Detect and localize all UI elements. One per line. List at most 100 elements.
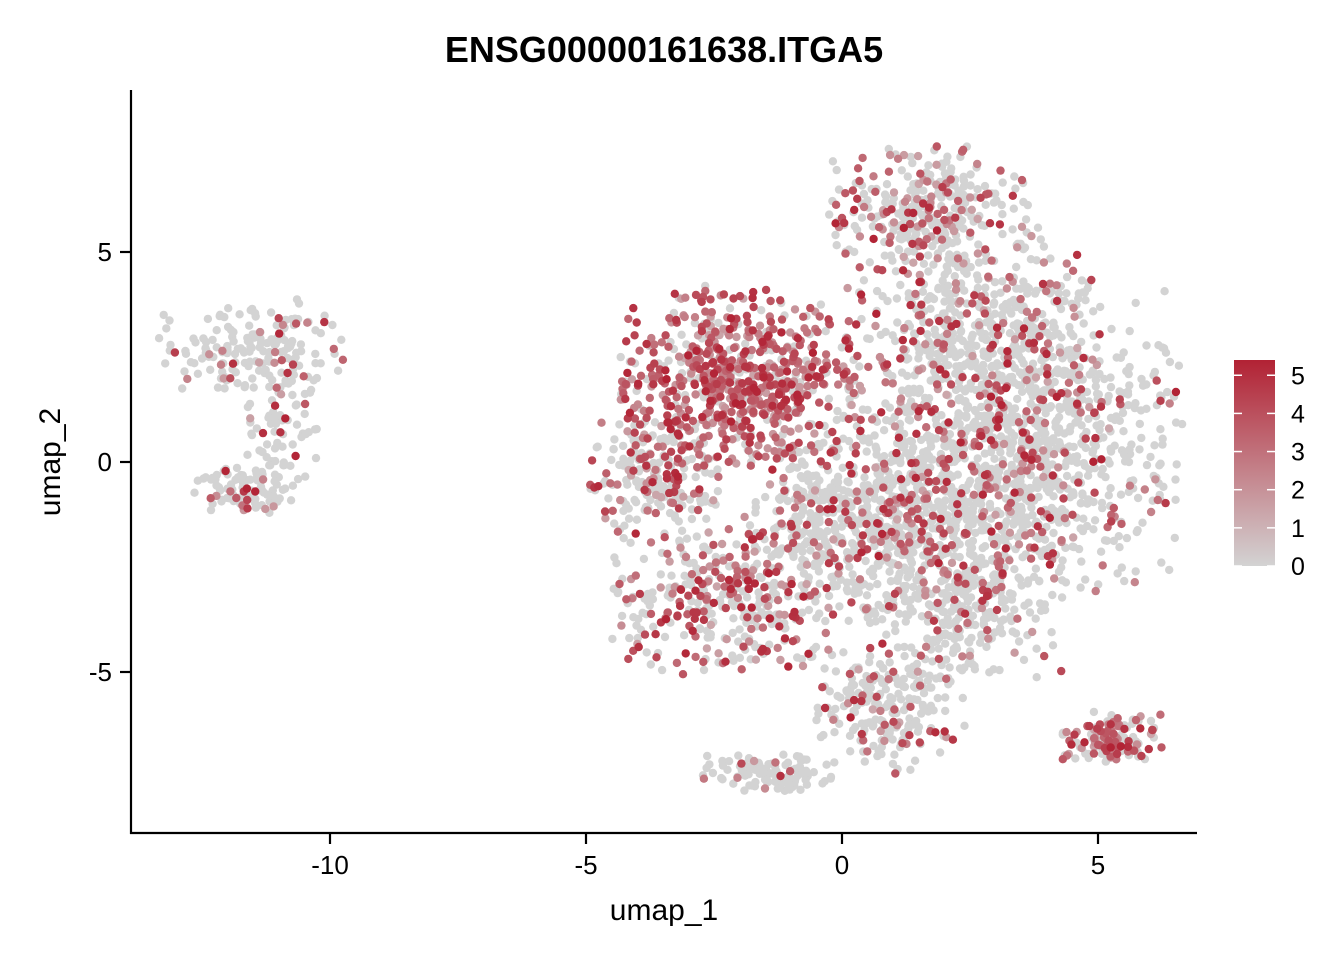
- cell-point: [700, 376, 709, 385]
- cell-point: [837, 343, 846, 352]
- cell-point: [960, 721, 969, 730]
- cell-point: [756, 431, 765, 440]
- cell-point: [771, 433, 780, 442]
- cell-point: [300, 399, 310, 409]
- cell-point: [810, 486, 820, 495]
- cell-point: [772, 454, 781, 463]
- cell-point: [622, 337, 631, 346]
- cell-point: [777, 328, 786, 337]
- cell-point: [996, 166, 1005, 175]
- cell-point: [933, 598, 942, 608]
- cell-point: [802, 328, 812, 337]
- cell-point: [223, 322, 233, 332]
- cell-point: [785, 774, 795, 783]
- cell-point: [812, 715, 821, 725]
- cell-point: [161, 359, 170, 368]
- cell-point: [991, 189, 1000, 198]
- cell-point: [1062, 259, 1072, 268]
- cell-point: [270, 470, 280, 479]
- cell-point: [946, 380, 956, 389]
- cell-point: [830, 526, 840, 536]
- cell-point: [199, 334, 208, 343]
- cell-point: [1077, 337, 1086, 347]
- cell-point: [931, 674, 941, 683]
- cell-point: [777, 492, 786, 502]
- cell-point: [822, 461, 832, 471]
- cell-point: [730, 601, 739, 611]
- cell-point: [681, 649, 690, 658]
- cell-point: [890, 589, 900, 598]
- cell-point: [1020, 243, 1030, 252]
- cell-point: [943, 188, 953, 197]
- cell-point: [760, 583, 769, 592]
- cell-point: [981, 296, 990, 305]
- cell-point: [899, 705, 909, 715]
- cell-point: [1029, 338, 1039, 347]
- cell-point: [744, 770, 753, 779]
- cell-point: [1133, 493, 1143, 503]
- cell-point: [821, 616, 830, 626]
- cell-point: [240, 383, 249, 392]
- cell-point: [1012, 284, 1021, 293]
- cell-point: [217, 497, 226, 506]
- cell-point: [216, 360, 226, 369]
- cell-point: [797, 655, 807, 664]
- cell-point: [1057, 504, 1067, 514]
- cell-point: [776, 771, 785, 781]
- cell-point: [892, 294, 902, 303]
- cell-point: [882, 360, 892, 369]
- cell-point: [834, 380, 843, 389]
- cell-point: [818, 683, 827, 692]
- cell-point: [276, 390, 286, 399]
- cell-point: [938, 276, 947, 285]
- cell-point: [933, 254, 942, 263]
- cell-point: [1069, 533, 1078, 542]
- cell-point: [668, 498, 678, 508]
- cell-point: [943, 281, 953, 290]
- cell-point: [847, 520, 857, 530]
- cell-point: [749, 407, 758, 416]
- cell-point: [844, 554, 854, 563]
- cell-point: [884, 675, 893, 684]
- cell-point: [816, 732, 826, 742]
- cell-point: [871, 187, 880, 196]
- cell-point: [292, 400, 301, 409]
- cell-point: [862, 496, 872, 505]
- cell-point: [836, 575, 846, 584]
- cell-point: [901, 617, 910, 626]
- cell-point: [629, 613, 638, 622]
- cell-point: [916, 651, 926, 660]
- cell-point: [1079, 459, 1089, 468]
- cell-point: [777, 580, 786, 589]
- cell-point: [635, 589, 645, 599]
- cell-point: [909, 443, 918, 452]
- cell-point: [607, 455, 616, 465]
- cell-point: [670, 289, 679, 298]
- cell-point: [178, 384, 187, 393]
- cell-point: [1081, 296, 1090, 305]
- cell-point: [1016, 301, 1025, 310]
- cell-point: [656, 583, 665, 592]
- cell-point: [1010, 488, 1019, 497]
- cell-point: [613, 588, 622, 598]
- cell-point: [165, 316, 174, 325]
- cell-point: [951, 617, 960, 626]
- cell-point: [889, 667, 898, 676]
- cell-point: [990, 290, 999, 299]
- cell-point: [1107, 324, 1116, 334]
- cell-point: [1089, 525, 1098, 534]
- cell-point: [968, 299, 977, 308]
- cell-point: [966, 593, 976, 602]
- cell-point: [814, 567, 824, 576]
- cell-point: [251, 487, 260, 496]
- cell-point: [617, 611, 627, 621]
- cell-point: [660, 533, 669, 542]
- cell-point: [972, 271, 982, 280]
- cell-point: [646, 660, 655, 669]
- cell-point: [947, 343, 956, 353]
- cell-point: [1027, 484, 1036, 493]
- cell-point: [777, 438, 786, 447]
- cell-point: [961, 568, 970, 577]
- cell-point: [668, 589, 677, 598]
- cell-point: [902, 448, 911, 458]
